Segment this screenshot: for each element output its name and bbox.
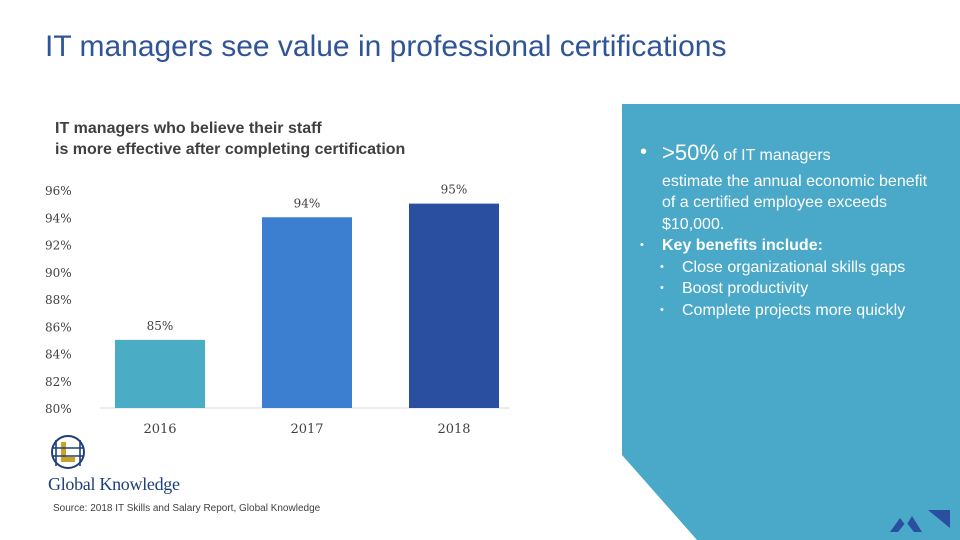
callout-point-2-label: Key benefits include: (662, 237, 823, 254)
logo-text: Global Knowledge (48, 474, 180, 494)
bullet-icon: • (660, 260, 664, 273)
x-tick-label: 2018 (437, 422, 470, 437)
callout-sub-point: • Close organizational skills gaps (640, 257, 930, 279)
y-tick-label: 92% (45, 239, 72, 253)
callout-sub-point-label: Close organizational skills gaps (682, 258, 906, 276)
y-tick-label: 88% (45, 293, 72, 307)
y-tick-label: 90% (45, 266, 72, 280)
bar-2016 (115, 339, 205, 408)
corner-logo-icon (890, 510, 950, 532)
x-tick-label: 2016 (143, 422, 176, 437)
callout-sub-point: • Boost productivity (640, 278, 930, 300)
chart-title-line-1: IT managers who believe their staff (55, 120, 322, 137)
bar-2017 (262, 217, 352, 408)
y-tick-label: 96% (45, 184, 72, 198)
callout-stat-label: of IT managers (723, 147, 831, 164)
y-tick-label: 86% (45, 320, 72, 334)
y-tick-label: 80% (45, 402, 72, 416)
callout-sub-point: • Complete projects more quickly (640, 300, 930, 322)
callout-sub-point-label: Boost productivity (682, 280, 809, 297)
globe-logo-icon (51, 435, 85, 469)
bar-chart: 96% 94% 92% 90% 88% 86% 84% 82% 80% 85% 2016 94% 201… (45, 183, 510, 437)
callout-text: • >50% of IT managers estimate the annua… (640, 140, 930, 322)
chart-title-line-2: is more effective after completing certi… (55, 141, 406, 158)
bullet-icon: • (660, 303, 664, 316)
source-note: Source: 2018 IT Skills and Salary Report… (53, 503, 321, 514)
callout-point-1: • >50% of IT managers estimate the annua… (640, 140, 930, 235)
bullet-icon: • (640, 141, 648, 163)
bullet-icon: • (640, 239, 644, 251)
bullet-icon: • (660, 282, 664, 294)
chart-title: IT managers who believe their staff is m… (55, 118, 475, 160)
global-knowledge-logo: Global Knowledge (48, 434, 188, 496)
bar-2018 (409, 203, 499, 408)
callout-sub-point-label: Complete projects more quickly (682, 301, 906, 319)
y-tick-label: 94% (45, 211, 72, 225)
callout-point-2: • Key benefits include: (640, 235, 930, 257)
data-label: 94% (294, 196, 321, 210)
callout-point-1-cont: estimate the annual economic benefit of … (662, 172, 928, 233)
data-label: 95% (441, 183, 468, 197)
slide-title: IT managers see value in professional ce… (45, 30, 727, 63)
data-label: 85% (147, 319, 174, 333)
x-tick-label: 2017 (290, 422, 323, 437)
callout-stat: >50% (662, 140, 719, 165)
y-tick-label: 82% (45, 375, 72, 389)
y-tick-label: 84% (45, 348, 72, 362)
